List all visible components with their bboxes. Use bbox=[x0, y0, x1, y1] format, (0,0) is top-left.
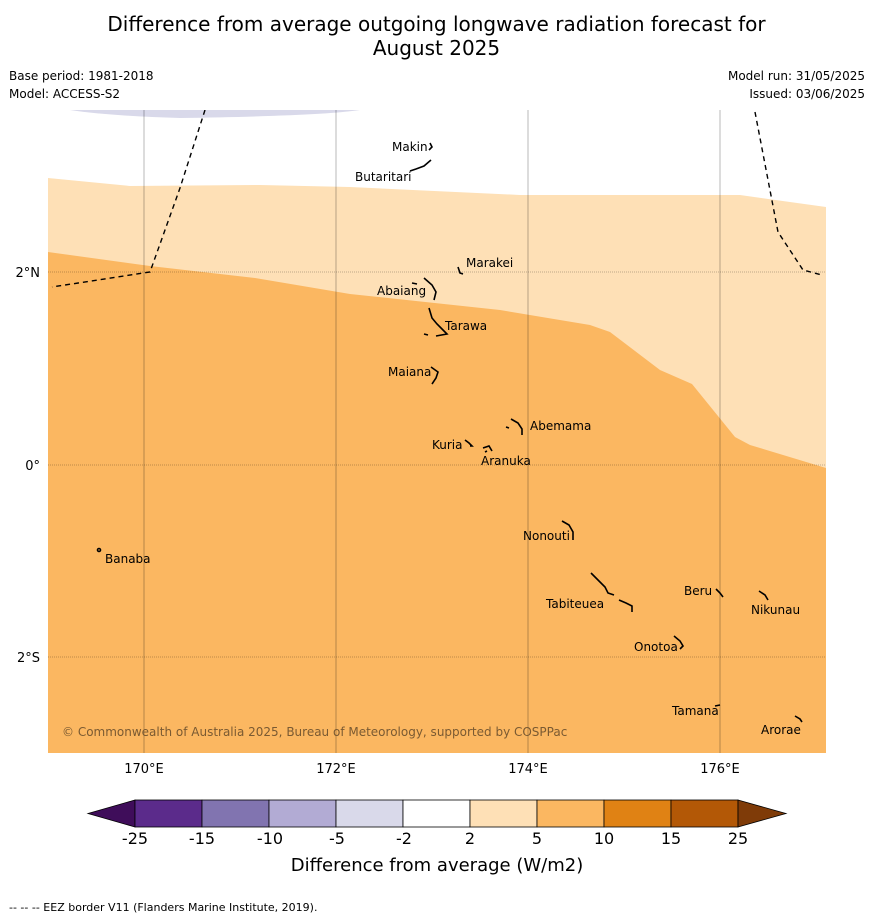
map-title-line-2: August 2025 bbox=[372, 36, 501, 60]
island-tarawa bbox=[423, 307, 449, 337]
eez-borders bbox=[51, 110, 823, 288]
colorbar-tick-9: 25 bbox=[728, 829, 748, 848]
islands bbox=[96, 142, 803, 723]
lat-label-2s: 2°S bbox=[17, 651, 40, 666]
model-text: Model: ACCESS-S2 bbox=[9, 87, 121, 101]
colorbar-title: Difference from average (W/m2) bbox=[291, 855, 583, 876]
colorbar-segment bbox=[335, 799, 404, 828]
place-label-tabiteuea: Tabiteuea bbox=[545, 597, 604, 611]
island-maiana bbox=[430, 366, 439, 385]
place-label-aranuka: Aranuka bbox=[481, 454, 531, 468]
place-label-banaba: Banaba bbox=[105, 552, 151, 566]
eez-footnote: -- -- -- EEZ border V11 (Flanders Marine… bbox=[9, 901, 317, 914]
place-label-marakei: Marakei bbox=[466, 256, 513, 270]
lon-label-170e: 170°E bbox=[124, 762, 164, 777]
island-makin bbox=[428, 142, 433, 151]
colorbar-segment bbox=[268, 799, 337, 828]
place-label-abemama: Abemama bbox=[530, 419, 591, 433]
place-label-tarawa: Tarawa bbox=[444, 319, 487, 333]
colorbar bbox=[86, 799, 788, 828]
copyright-notice: © Commonwealth of Australia 2025, Bureau… bbox=[62, 725, 567, 739]
island-arorae bbox=[794, 715, 803, 723]
place-label-makin: Makin bbox=[392, 140, 428, 154]
field-minus5-to-minus2 bbox=[70, 110, 360, 118]
lat-gridlines bbox=[48, 271, 826, 658]
lat-axis-labels: 2°N 0° 2°S bbox=[16, 266, 41, 666]
lat-label-0: 0° bbox=[25, 459, 40, 474]
model-run-text: Model run: 31/05/2025 bbox=[727, 69, 865, 83]
place-label-abaiang: Abaiang bbox=[377, 284, 426, 298]
place-label-butaritari: Butaritari bbox=[355, 170, 412, 184]
island-nonouti bbox=[561, 520, 574, 540]
colorbar-tick-0: -25 bbox=[122, 829, 148, 848]
place-label-tamana: Tamana bbox=[671, 704, 719, 718]
colorbar-tick-2: -10 bbox=[257, 829, 283, 848]
colorbar-extend-low bbox=[86, 799, 136, 828]
place-label-nonouti: Nonouti bbox=[523, 529, 570, 543]
meta-right: Model run: 31/05/2025 Issued: 03/06/2025 bbox=[728, 67, 865, 103]
colorbar-tick-5: 2 bbox=[465, 829, 475, 848]
colorbar-segment bbox=[201, 799, 270, 828]
meta-left: Base period: 1981-2018 Model: ACCESS-S2 bbox=[9, 67, 154, 103]
map-title-line-1: Difference from average outgoing longwav… bbox=[107, 12, 766, 36]
anomaly-fields bbox=[48, 110, 826, 753]
colorbar-tick-labels: -25 -15 -10 -5 -2 2 5 10 15 25 bbox=[122, 829, 748, 848]
place-labels: Makin Butaritari Marakei Abaiang Tarawa … bbox=[105, 140, 801, 737]
island-tabiteuea bbox=[590, 572, 633, 612]
place-label-onotoa: Onotoa bbox=[634, 640, 678, 654]
colorbar-segment bbox=[670, 799, 739, 828]
island-kuria bbox=[464, 439, 474, 447]
island-aranuka bbox=[482, 445, 493, 453]
colorbar-extend-high bbox=[737, 799, 788, 828]
colorbar-segment bbox=[134, 799, 203, 828]
lon-axis-labels: 170°E 172°E 174°E 176°E bbox=[124, 762, 740, 777]
place-label-arorae: Arorae bbox=[761, 723, 801, 737]
map-title: Difference from average outgoing longwav… bbox=[0, 12, 873, 60]
lon-label-174e: 174°E bbox=[508, 762, 548, 777]
colorbar-segment bbox=[603, 799, 672, 828]
eez-border-east bbox=[754, 111, 823, 276]
colorbar-tick-7: 10 bbox=[594, 829, 614, 848]
lat-label-2n: 2°N bbox=[16, 266, 41, 281]
base-period-text: Base period: 1981-2018 bbox=[9, 69, 154, 83]
place-label-nikunau: Nikunau bbox=[751, 603, 800, 617]
island-abemama bbox=[505, 418, 523, 435]
island-butaritari bbox=[409, 159, 432, 172]
island-beru bbox=[715, 588, 724, 598]
eez-border-west bbox=[51, 110, 206, 288]
colorbar-segment bbox=[469, 799, 538, 828]
lon-label-176e: 176°E bbox=[700, 762, 740, 777]
lon-label-172e: 172°E bbox=[316, 762, 356, 777]
island-tamana bbox=[714, 704, 721, 707]
issued-text: Issued: 03/06/2025 bbox=[749, 87, 865, 101]
place-label-beru: Beru bbox=[684, 584, 712, 598]
gridlines bbox=[143, 110, 721, 753]
place-label-kuria: Kuria bbox=[432, 438, 463, 452]
colorbar-tick-3: -5 bbox=[329, 829, 345, 848]
colorbar-tick-1: -15 bbox=[189, 829, 215, 848]
place-label-maiana: Maiana bbox=[388, 365, 431, 379]
colorbar-tick-4: -2 bbox=[396, 829, 412, 848]
colorbar-tick-6: 5 bbox=[532, 829, 542, 848]
colorbar-tick-8: 15 bbox=[661, 829, 681, 848]
island-marakei bbox=[457, 266, 464, 275]
colorbar-segment bbox=[536, 799, 605, 828]
island-nikunau bbox=[758, 590, 769, 601]
field-5-to-10 bbox=[48, 252, 826, 753]
island-abaiang bbox=[411, 277, 437, 301]
colorbar-segment bbox=[402, 799, 471, 828]
island-banaba bbox=[96, 547, 102, 553]
island-onotoa bbox=[673, 635, 685, 650]
